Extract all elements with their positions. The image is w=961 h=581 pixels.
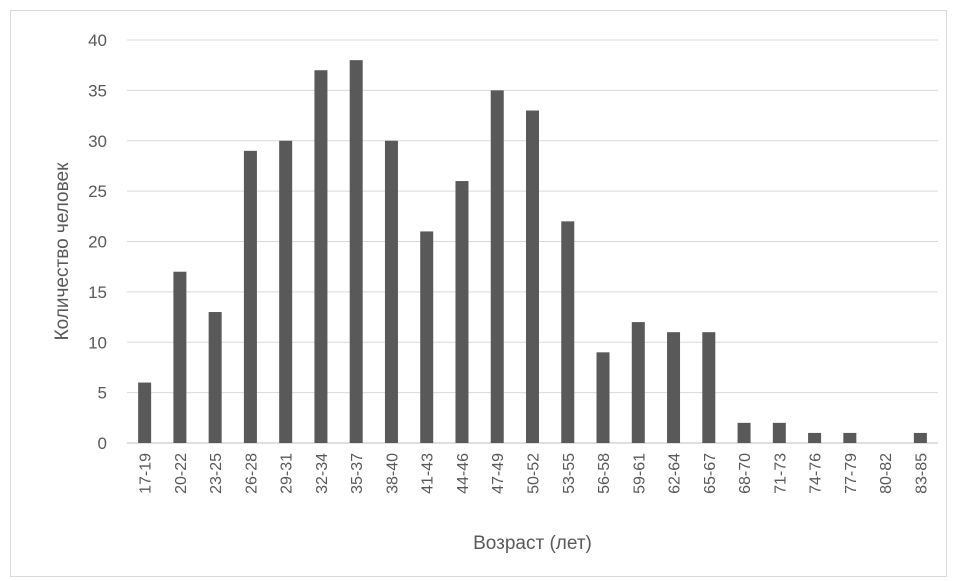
bar [702, 332, 716, 443]
y-tick-label: 5 [98, 384, 107, 403]
x-tick-label: 32-34 [314, 453, 331, 494]
chart-frame [10, 10, 947, 577]
bar [314, 70, 328, 443]
x-tick-label: 38-40 [384, 453, 401, 494]
bar [208, 312, 222, 443]
bar [737, 422, 751, 443]
x-tick-label: 20-22 [173, 453, 190, 494]
bar [420, 231, 434, 443]
bar [349, 60, 363, 444]
x-tick-label: 65-67 [702, 453, 719, 494]
bar [173, 271, 187, 443]
y-tick-label: 25 [88, 182, 107, 201]
x-tick-label: 35-37 [349, 453, 366, 494]
x-axis-title: Возраст (лет) [473, 533, 592, 554]
x-tick-label: 26-28 [243, 453, 260, 494]
y-tick-label: 10 [88, 333, 107, 352]
x-tick-labels: 17-19 20-22 23-25 26-28 29-31 32-34 35-37 38-40… [138, 453, 931, 494]
x-tick-label: 56-58 [596, 453, 613, 494]
x-tick-label: 68-70 [737, 453, 754, 494]
bar [384, 140, 398, 443]
bar [561, 221, 575, 443]
y-tick-label: 35 [88, 81, 107, 100]
y-tick-labels: 0 5 10 15 20 25 30 35 40 [88, 31, 107, 453]
x-tick-label: 53-55 [561, 453, 578, 494]
bar [631, 322, 645, 443]
x-tick-label: 44-46 [455, 453, 472, 494]
x-tick-label: 17-19 [138, 453, 155, 494]
bar [279, 140, 293, 443]
bar [596, 352, 610, 443]
y-tick-label: 40 [88, 31, 107, 50]
bar [138, 382, 152, 443]
y-axis-title: Количество человек [52, 162, 73, 340]
bar [490, 90, 504, 443]
x-tick-label: 47-49 [490, 453, 507, 494]
x-tick-label: 29-31 [279, 453, 296, 494]
bars [138, 60, 927, 444]
bar [667, 332, 681, 443]
y-tick-label: 30 [88, 132, 107, 151]
x-tick-label: 71-73 [772, 453, 789, 494]
bar [243, 150, 257, 443]
x-tick-label: 62-64 [667, 453, 684, 494]
bar [455, 181, 469, 444]
x-tick-label: 77-79 [843, 453, 860, 494]
x-tick-label: 74-76 [808, 453, 825, 494]
bar [913, 432, 927, 443]
bar [843, 432, 857, 443]
x-tick-label: 59-61 [631, 453, 648, 494]
x-tick-label: 41-43 [420, 453, 437, 494]
y-tick-label: 20 [88, 233, 107, 252]
y-tick-label: 15 [88, 283, 107, 302]
bar [772, 422, 786, 443]
x-tick-label: 23-25 [208, 453, 225, 494]
bar [526, 110, 539, 444]
y-tick-label: 0 [98, 434, 107, 453]
x-tick-label: 50-52 [526, 453, 543, 494]
bar [808, 432, 822, 443]
x-tick-label: 80-82 [878, 453, 895, 494]
x-tick-label: 83-85 [913, 453, 930, 494]
